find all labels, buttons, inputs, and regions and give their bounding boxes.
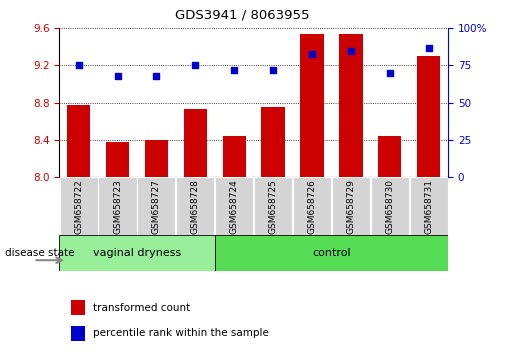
Point: [424, 45, 433, 51]
Text: GSM658727: GSM658727: [152, 179, 161, 234]
FancyBboxPatch shape: [215, 235, 448, 271]
Text: GSM658730: GSM658730: [385, 179, 394, 234]
FancyBboxPatch shape: [59, 235, 215, 271]
Bar: [339, 34, 363, 177]
FancyBboxPatch shape: [60, 177, 98, 235]
Point: [191, 63, 199, 68]
Point: [269, 67, 277, 73]
Text: GSM658731: GSM658731: [424, 179, 433, 234]
FancyBboxPatch shape: [293, 177, 331, 235]
Bar: [145, 140, 168, 177]
Text: GSM658724: GSM658724: [230, 179, 238, 234]
Bar: [67, 104, 90, 177]
Bar: [262, 107, 285, 177]
Bar: [106, 142, 129, 177]
Bar: [417, 56, 440, 177]
FancyBboxPatch shape: [215, 177, 253, 235]
Bar: [184, 109, 207, 177]
Bar: [222, 136, 246, 177]
FancyBboxPatch shape: [371, 177, 409, 235]
Bar: [71, 300, 85, 315]
Text: GSM658729: GSM658729: [347, 179, 355, 234]
Point: [75, 63, 83, 68]
Text: disease state: disease state: [5, 248, 75, 258]
Text: GSM658726: GSM658726: [307, 179, 316, 234]
Bar: [300, 34, 323, 177]
Point: [308, 51, 316, 56]
Text: percentile rank within the sample: percentile rank within the sample: [93, 328, 269, 338]
Text: vaginal dryness: vaginal dryness: [93, 248, 181, 258]
FancyBboxPatch shape: [176, 177, 214, 235]
Text: GSM658728: GSM658728: [191, 179, 200, 234]
Point: [386, 70, 394, 76]
Text: GSM658725: GSM658725: [269, 179, 278, 234]
FancyBboxPatch shape: [138, 177, 176, 235]
FancyBboxPatch shape: [409, 177, 448, 235]
Point: [230, 67, 238, 73]
Text: control: control: [312, 248, 351, 258]
Text: GSM658722: GSM658722: [74, 179, 83, 234]
FancyBboxPatch shape: [254, 177, 292, 235]
FancyBboxPatch shape: [332, 177, 370, 235]
FancyBboxPatch shape: [98, 177, 136, 235]
Bar: [71, 326, 85, 341]
Point: [347, 48, 355, 53]
Bar: [378, 136, 401, 177]
Text: transformed count: transformed count: [93, 303, 191, 313]
Text: GSM658723: GSM658723: [113, 179, 122, 234]
Point: [113, 73, 122, 79]
Point: [152, 73, 161, 79]
Text: GDS3941 / 8063955: GDS3941 / 8063955: [175, 9, 310, 22]
